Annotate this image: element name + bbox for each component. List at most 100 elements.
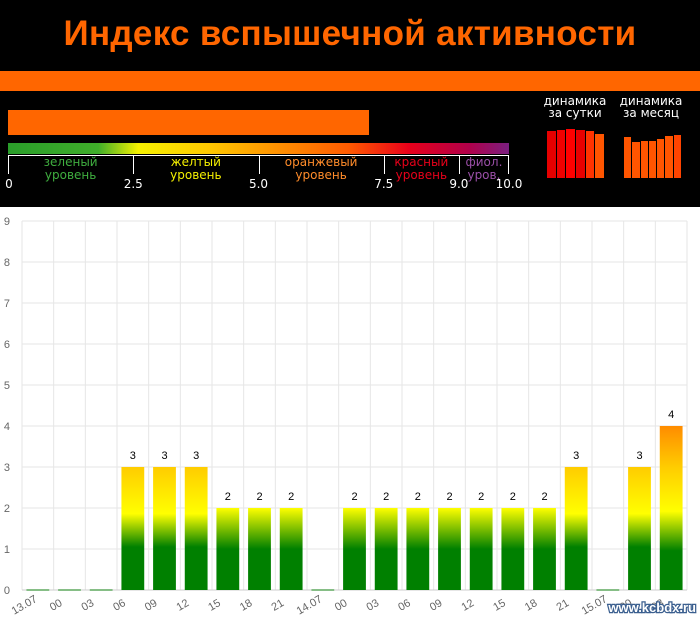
scale-tick-label: 0 (5, 177, 13, 191)
chart-bar (469, 508, 493, 590)
data-label: 3 (636, 450, 642, 462)
x-tick-label: 13.07 (10, 593, 40, 617)
chart-bar (248, 508, 271, 590)
x-tick-label: 14.07 (295, 593, 325, 617)
data-label: 2 (415, 491, 421, 503)
y-tick-label: 5 (4, 380, 10, 392)
data-label: 2 (288, 491, 294, 503)
zone-label: желтый уровень (170, 155, 222, 182)
x-tick-label: 03 (650, 597, 667, 614)
dynamics-bar (556, 130, 566, 178)
x-tick-label: 09 (428, 597, 445, 614)
x-tick-label: 06 (396, 597, 413, 614)
dynamics-bar (657, 139, 665, 178)
dynamics-bar (576, 129, 585, 178)
chart-bar (121, 467, 145, 590)
chart-bar (628, 467, 651, 590)
chart-data-labels: 3 3 3 2 2 2 2 2 2 2 2 2 2 3 3 4 (130, 409, 674, 503)
scale-tick-label: 2.5 (123, 177, 143, 191)
x-tick-label: 00 (48, 597, 65, 614)
title-underline-stripe (0, 71, 700, 91)
data-label: 3 (573, 450, 579, 462)
y-tick-label: 6 (4, 339, 10, 351)
chart-bar (153, 467, 176, 590)
x-tick-label: 15 (491, 597, 508, 614)
watermark-text: www.kcbdx.ru (607, 600, 696, 615)
y-tick-label: 2 (4, 503, 10, 515)
scale-tick-mark (8, 155, 9, 174)
header-panel: Индекс вспышечной активности 0 2.5 5.0 7.5 9… (0, 0, 700, 207)
chart-bars (26, 426, 683, 591)
dynamics-bar (632, 141, 640, 178)
dynamics-day-label: динамика за сутки (543, 94, 607, 120)
data-label: 2 (510, 491, 516, 503)
x-tick-label: 18 (238, 597, 255, 614)
x-tick-label: 21 (555, 597, 572, 614)
zone-label: зеленый уровень (43, 155, 98, 182)
scale-tick-label: 10.0 (495, 177, 523, 191)
x-tick-label: 06 (111, 597, 128, 614)
dynamics-bar (624, 137, 632, 178)
scale-tick-mark (383, 155, 385, 174)
y-axis-ticks: 0 1 2 3 4 5 6 7 8 9 (4, 216, 10, 597)
x-tick-label: 00 (618, 597, 635, 614)
data-label: 2 (383, 491, 389, 503)
dynamics-bar (640, 140, 648, 178)
zone-label: фиол. уров. (465, 155, 503, 182)
chart-bar (279, 508, 303, 590)
data-label: 3 (130, 450, 136, 462)
y-tick-label: 4 (4, 421, 10, 433)
dynamics-bar (547, 131, 556, 178)
dynamics-bar (566, 129, 575, 178)
bar-chart: 0 12 3 4 5 6 7 8 9 3 3 3 2 2 2 2 2 2 2 2 2 2 3 3 4 13.07 00 03 06 0… (4, 216, 697, 617)
scale-tick-mark (507, 155, 509, 174)
chart-bar (533, 508, 556, 590)
y-tick-label: 8 (4, 257, 10, 269)
y-tick-label: 0 (4, 585, 10, 597)
page-title: Индекс вспышечной активности (63, 14, 637, 53)
data-label: 2 (478, 491, 484, 503)
x-tick-label: 21 (270, 597, 287, 614)
chart-bar (501, 508, 525, 590)
data-label: 4 (668, 409, 674, 421)
data-label: 2 (225, 491, 231, 503)
chart-bar (374, 508, 398, 590)
x-tick-label: 00 (333, 597, 350, 614)
data-label: 2 (256, 491, 262, 503)
chart-bar (406, 508, 430, 590)
zone-label: красный уровень (394, 155, 449, 182)
x-tick-label: 03 (80, 597, 97, 614)
scale-tick-label: 5.0 (248, 177, 269, 191)
chart-bar (438, 508, 461, 590)
dynamics-bar (648, 140, 657, 178)
chart-bar (184, 467, 208, 590)
chart-bar (343, 508, 366, 590)
scale-tick-mark (258, 155, 260, 174)
data-label: 3 (161, 450, 167, 462)
data-label: 3 (193, 450, 199, 462)
x-tick-label: 12 (175, 597, 192, 614)
chart-bar (659, 426, 683, 590)
dynamics-bar (665, 136, 673, 178)
scale-tick-mark (133, 155, 135, 174)
dynamics-bar (595, 133, 604, 178)
dynamics-bar (585, 131, 595, 178)
x-tick-label: 15 (206, 597, 223, 614)
chart-bar (564, 467, 588, 590)
dynamics-month-label: динамика за месяц (619, 94, 683, 120)
x-tick-label: 18 (523, 597, 540, 614)
x-tick-label: 03 (365, 597, 382, 614)
data-label: 2 (541, 491, 547, 503)
zone-label: оранжевый уровень (284, 155, 358, 182)
scale-tick-mark (458, 155, 460, 174)
x-tick-label: 12 (460, 597, 477, 614)
y-tick-label: 7 (4, 298, 10, 310)
y-tick-label: 1 (4, 544, 10, 556)
x-axis-ticks: 13.07 00 03 06 09 12 15 18 21 14.07 00 03 06 09 12 15 18… (10, 593, 667, 617)
y-tick-label: 9 (4, 216, 10, 228)
scale-gradient (8, 143, 509, 154)
current-index-bar (8, 110, 369, 135)
y-tick-label: 3 (4, 462, 10, 474)
dynamics-bar (673, 135, 681, 178)
data-label: 2 (351, 491, 357, 503)
